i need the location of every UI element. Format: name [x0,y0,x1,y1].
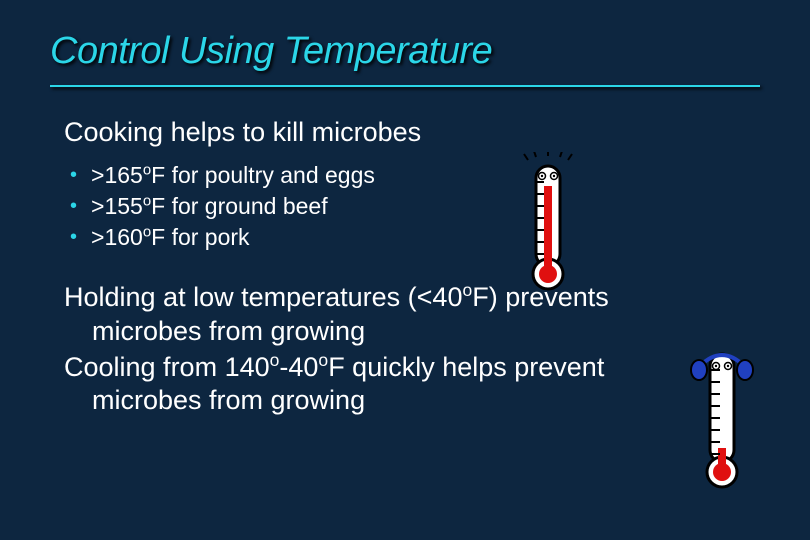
slide-title: Control Using Temperature [50,30,760,73]
section-heading: Cooking helps to kill microbes [64,117,640,148]
cold-thermometer-icon [686,340,758,490]
paragraph: Cooling from 140o-40oF quickly helps pre… [92,351,640,419]
bullet-dot: • [70,191,77,221]
slide-content: Cooking helps to kill microbes • >165oF … [50,117,760,418]
bullet-dot: • [70,160,77,190]
bullet-dot: • [70,222,77,252]
bullet-text: >165oF for poultry and eggs [91,160,375,191]
bullet-text: >160oF for pork [91,222,250,253]
hot-thermometer-icon [522,152,574,292]
bullet-text: >155oF for ground beef [91,191,328,222]
title-divider [50,85,760,87]
slide: Control Using Temperature Cooking helps … [0,0,810,540]
